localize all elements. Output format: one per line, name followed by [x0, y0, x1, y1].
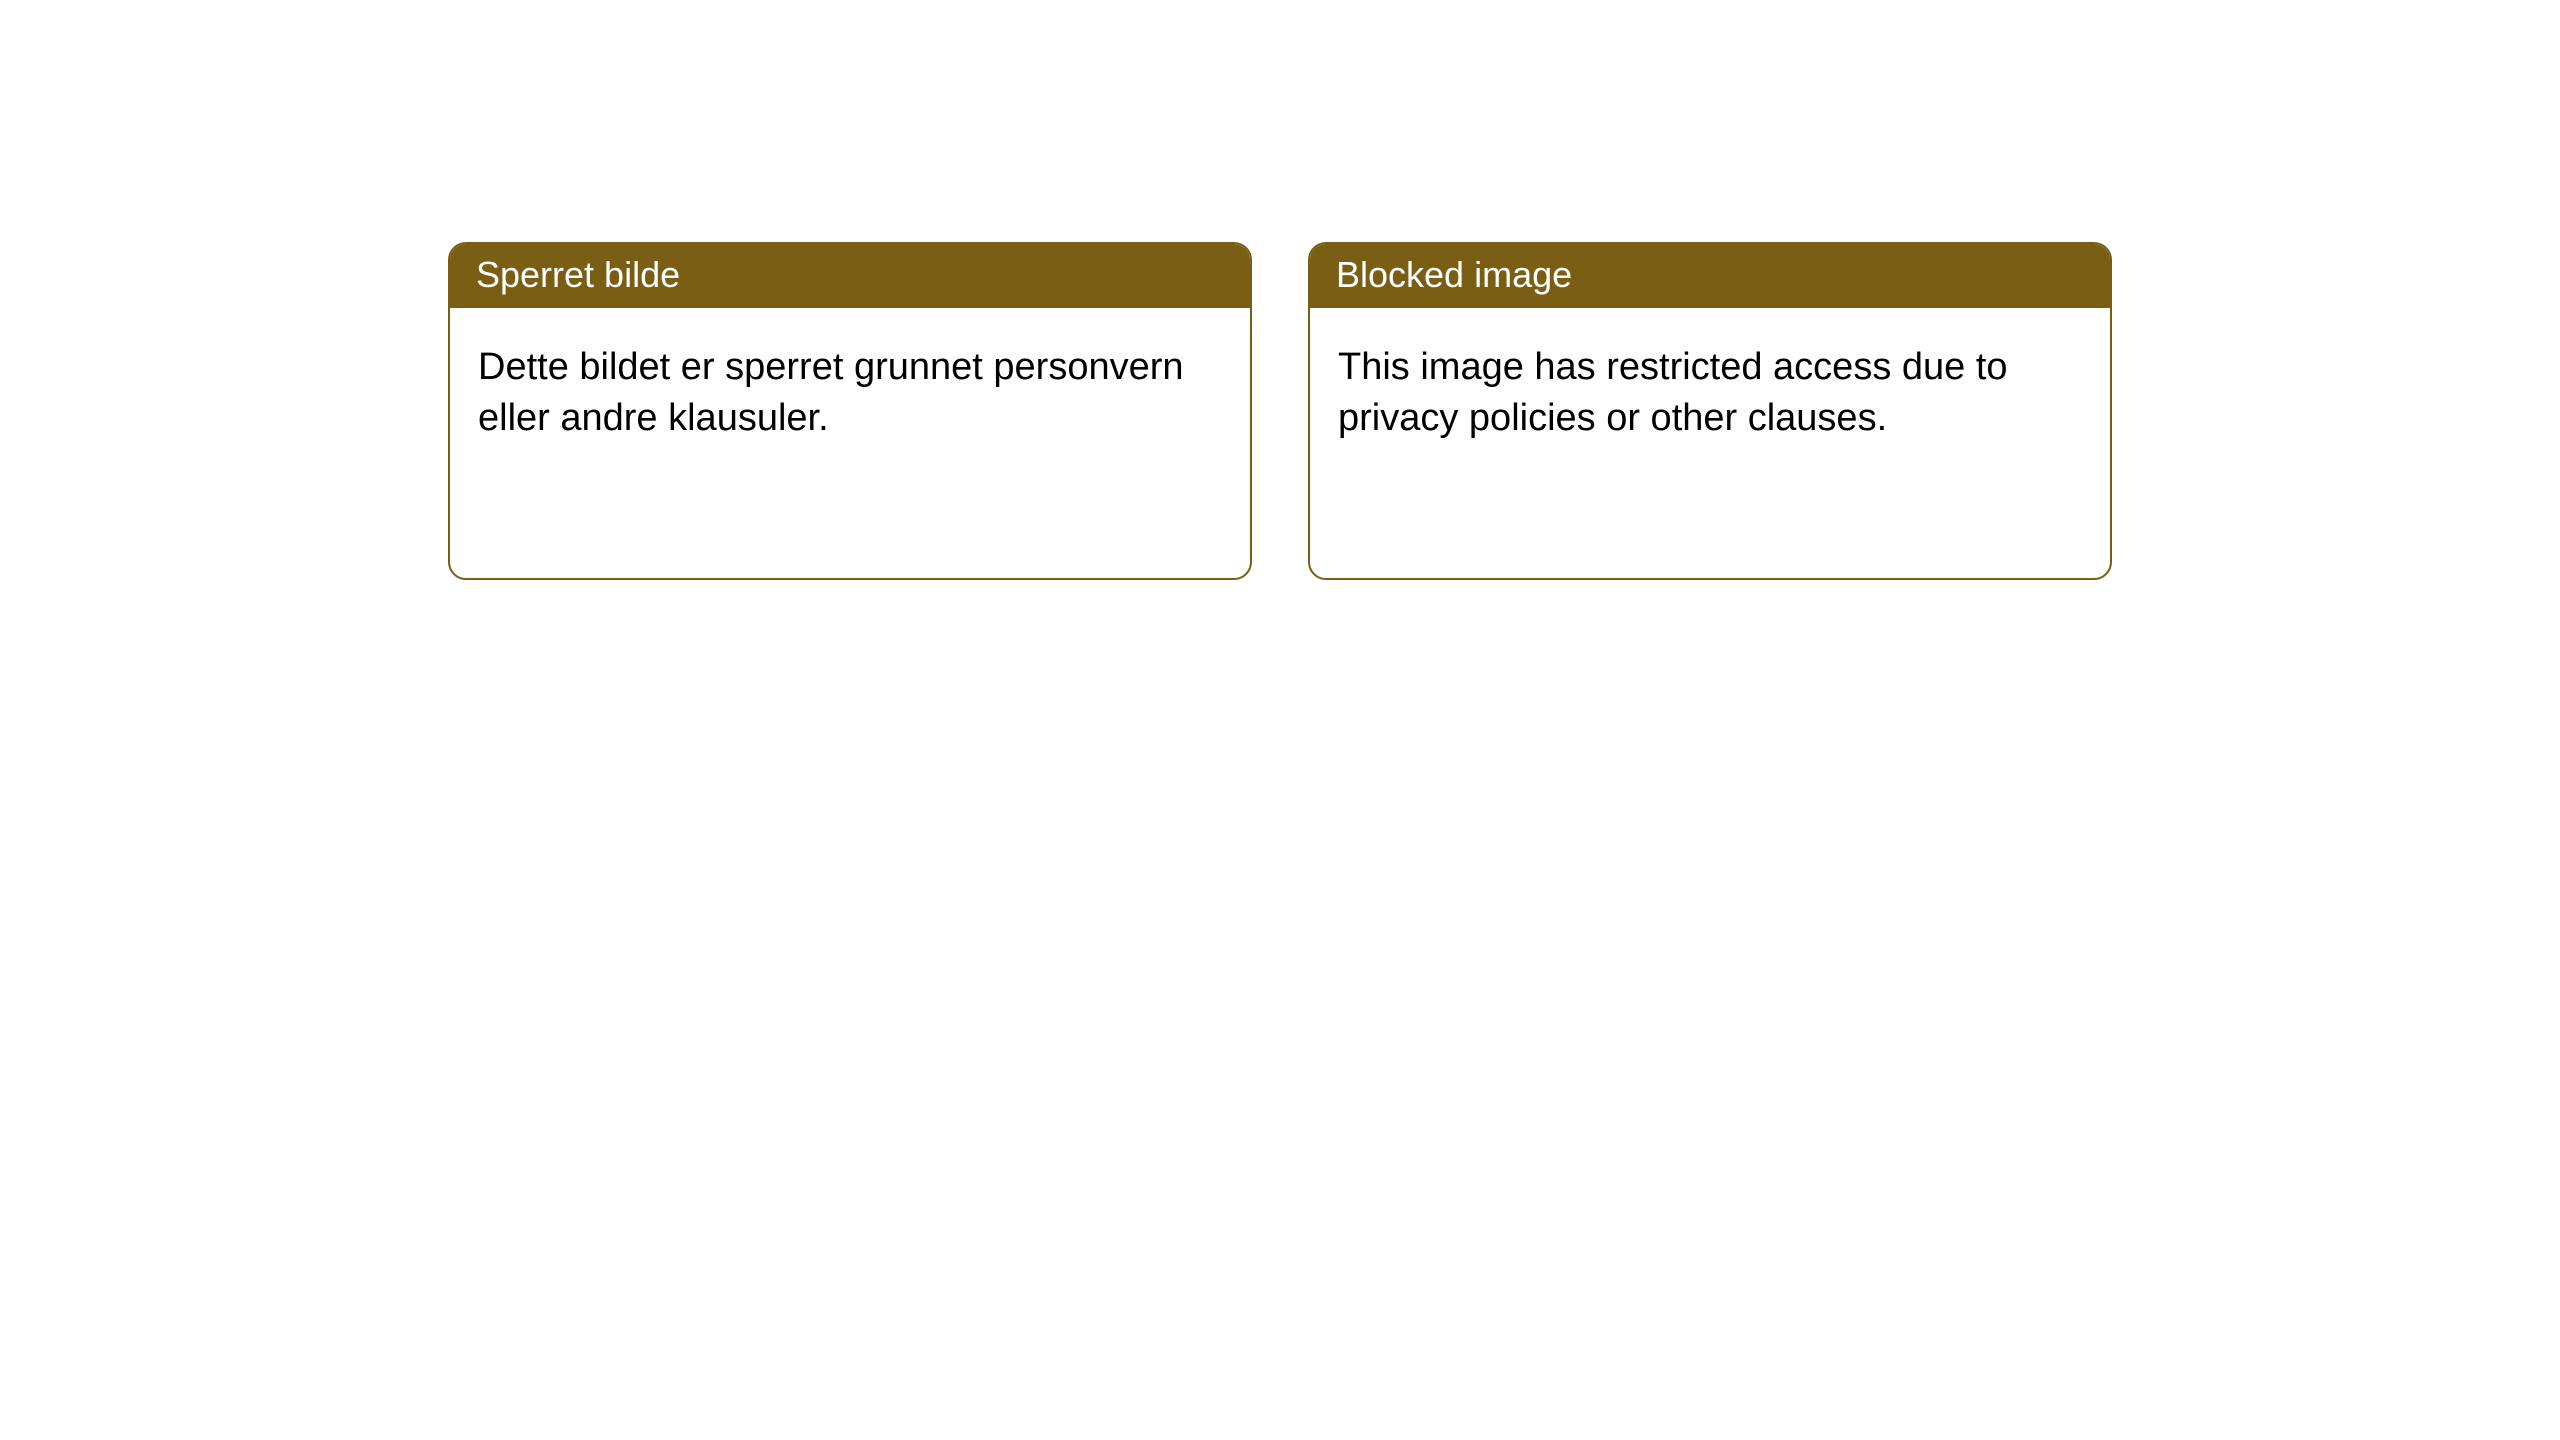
notice-card-norwegian: Sperret bilde Dette bildet er sperret gr… [448, 242, 1252, 580]
notice-message: This image has restricted access due to … [1310, 308, 2110, 578]
notice-container: Sperret bilde Dette bildet er sperret gr… [0, 0, 2560, 580]
notice-message: Dette bildet er sperret grunnet personve… [450, 308, 1250, 578]
notice-title: Sperret bilde [450, 244, 1250, 308]
notice-title: Blocked image [1310, 244, 2110, 308]
notice-card-english: Blocked image This image has restricted … [1308, 242, 2112, 580]
